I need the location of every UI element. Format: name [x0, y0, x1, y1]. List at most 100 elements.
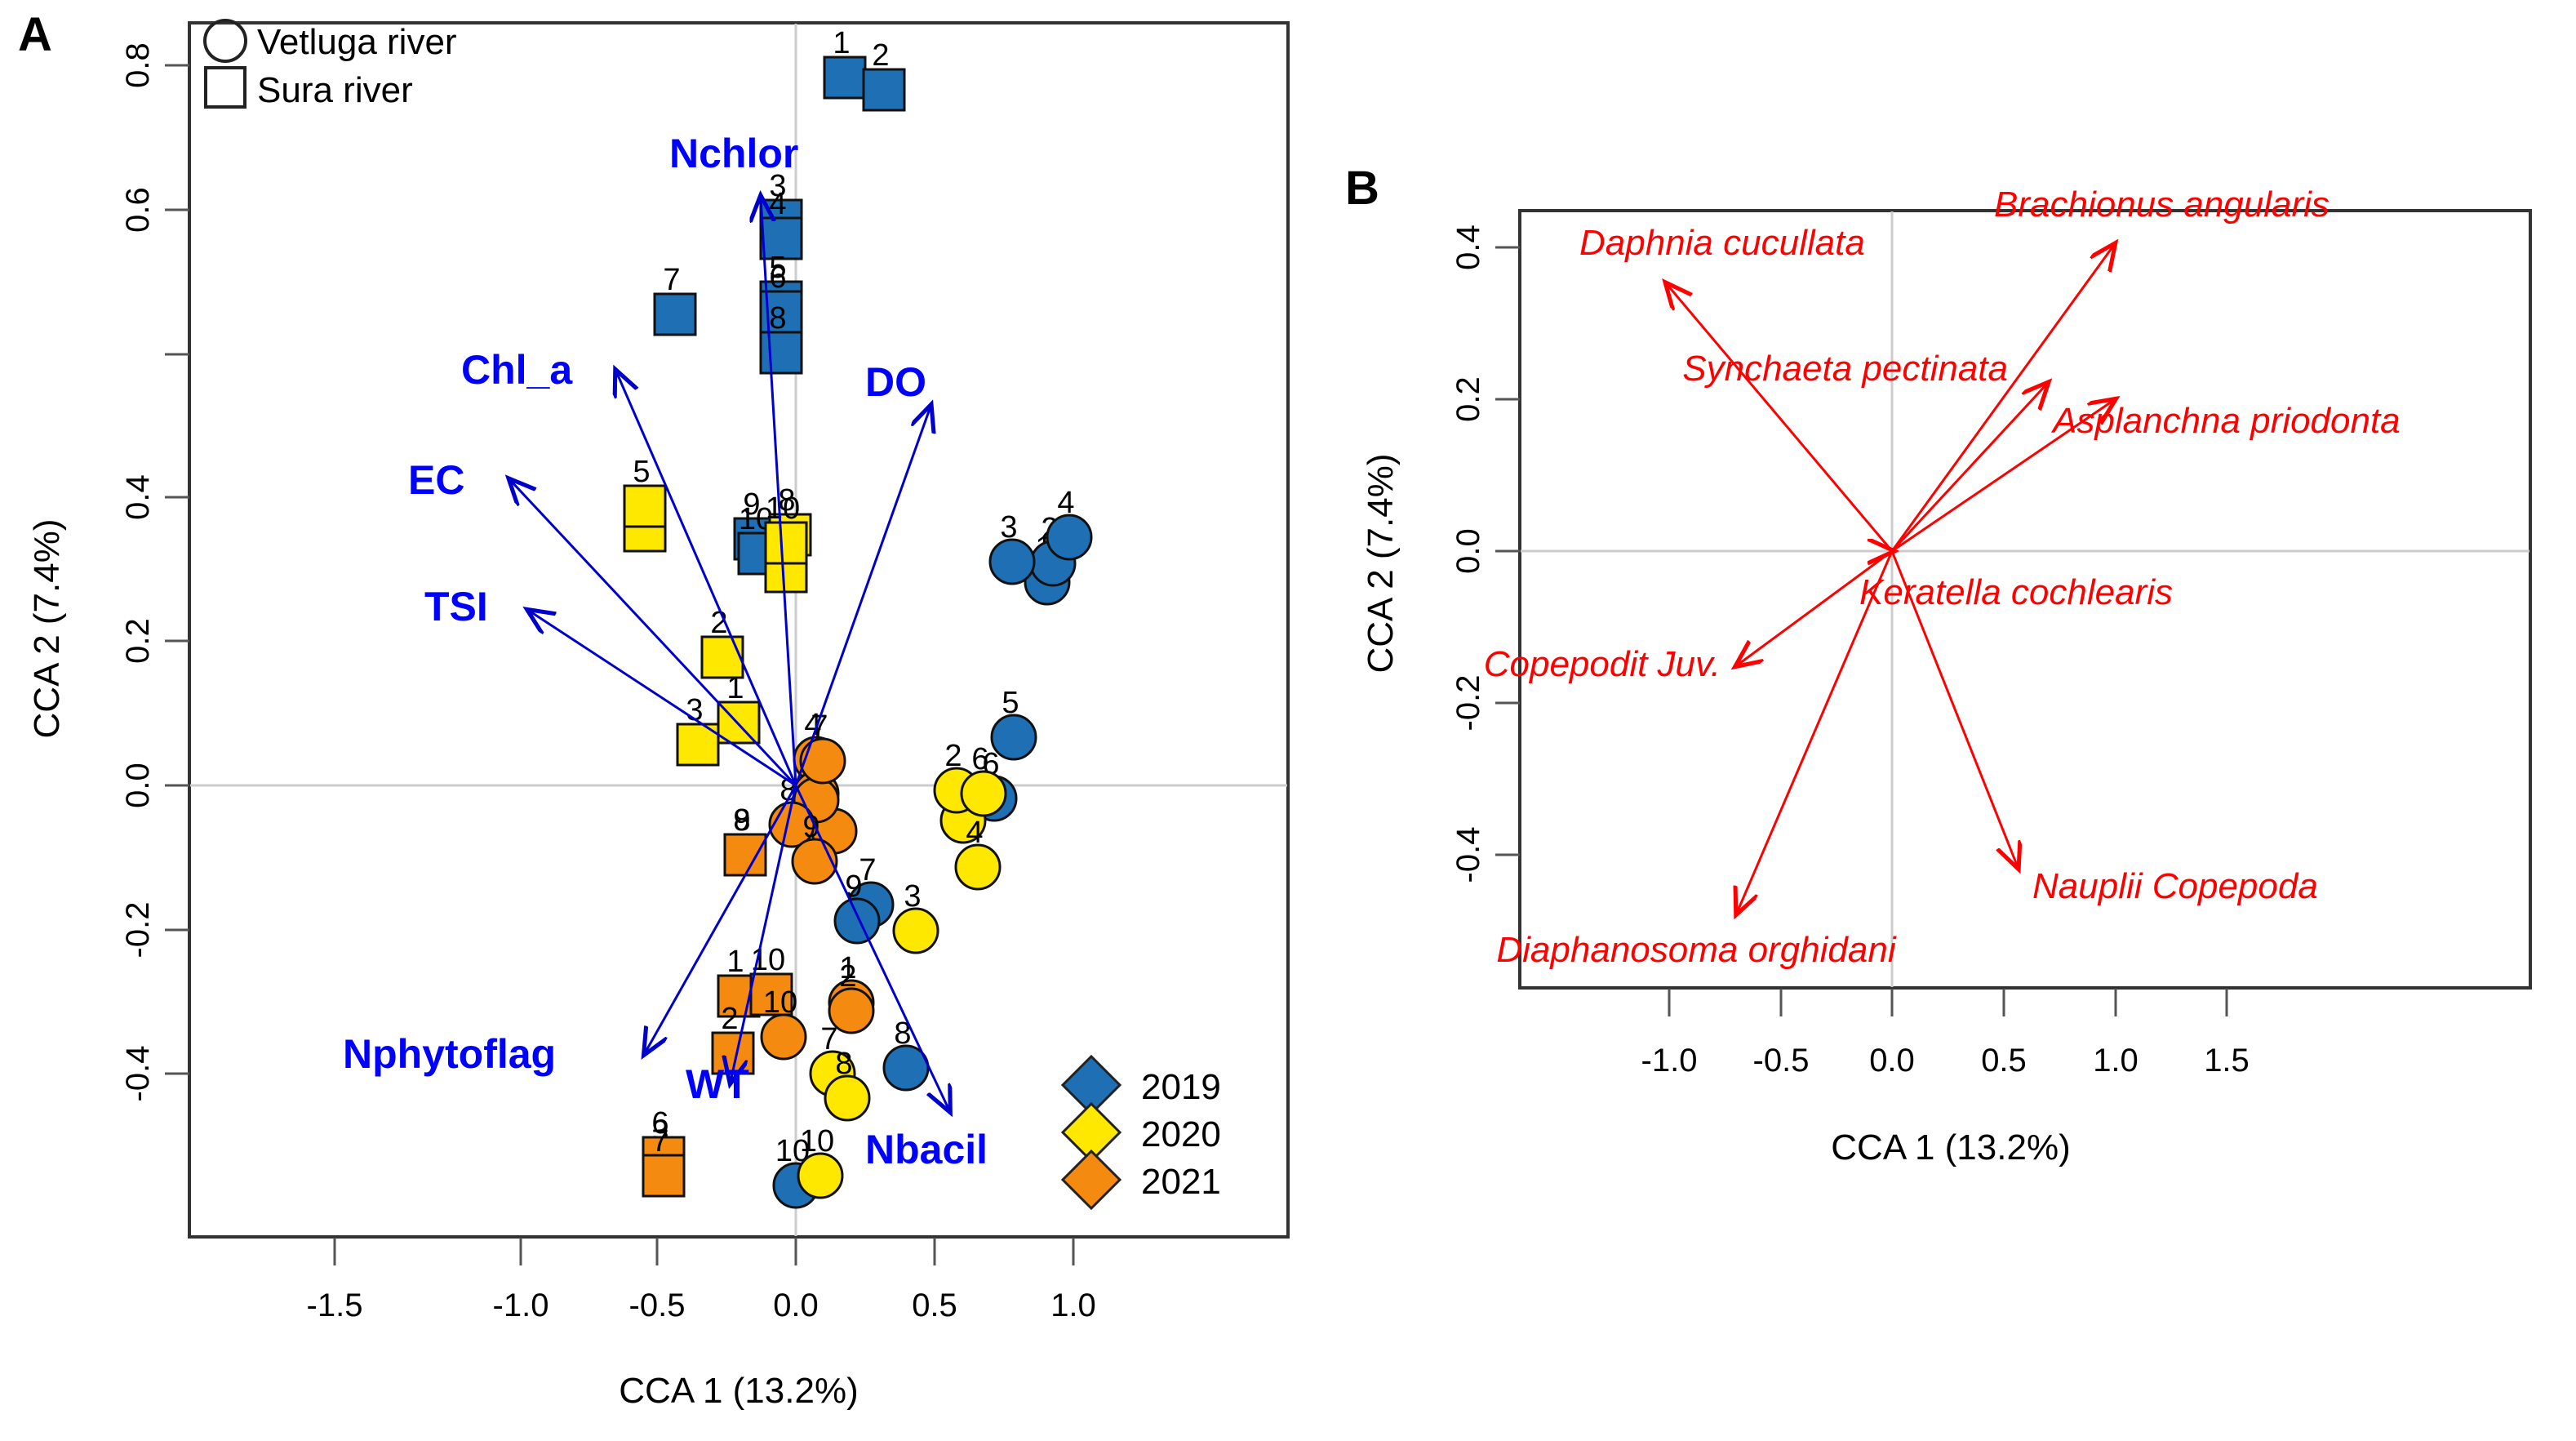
site-point: 2 — [700, 606, 744, 679]
site-number-label: 7 — [651, 1124, 668, 1159]
panel-a-plot-frame — [188, 21, 1290, 1239]
panel-a-year-legend: 2019 2020 2021 — [1060, 1054, 1221, 1211]
env-arrow-line — [510, 480, 797, 787]
site-number-label: 8 — [733, 803, 750, 838]
panel-a: A 0.8 0.6 0.4 0.2 0.0 -0.2 — [18, 8, 1290, 1411]
panel-a-xtick-1: -1.0 — [493, 1288, 549, 1323]
panel-b-xtick-0: -1.0 — [1641, 1043, 1698, 1079]
site-marker-circle — [828, 987, 875, 1034]
site-marker-circle — [797, 1152, 844, 1199]
panel-a-ytick-3: 0.2 — [120, 618, 156, 664]
site-point: 9 — [723, 803, 767, 877]
panel-a-ytick-5: -0.2 — [120, 902, 156, 958]
legend-diamond-2021 — [1060, 1149, 1122, 1211]
site-number-label: 10 — [763, 985, 797, 1020]
panel-a-letter: A — [18, 8, 52, 61]
panel-b-ytick-1: 0.2 — [1450, 376, 1486, 422]
site-number-label: 2 — [721, 1002, 738, 1036]
species-arrow: Keratella cochlearis — [1859, 572, 2173, 612]
env-arrow-line — [616, 371, 797, 786]
site-number-label: 6 — [971, 742, 988, 776]
site-point: 4 — [954, 816, 1002, 891]
site-marker-circle — [791, 838, 838, 885]
env-arrow-label: WT — [686, 1061, 749, 1107]
site-point: 10 — [797, 1124, 844, 1199]
legend-sura-label: Sura river — [257, 70, 413, 110]
env-arrow-label: EC — [408, 457, 464, 503]
site-point: 8 — [759, 301, 803, 375]
legend-square-icon — [204, 66, 246, 109]
species-arrow-line — [1890, 550, 2018, 867]
site-marker-square — [749, 972, 793, 1016]
site-number-label: 7 — [820, 1022, 837, 1056]
panel-b-xtick-2: 0.0 — [1869, 1043, 1915, 1079]
site-marker-circle — [990, 714, 1037, 761]
site-number-label: 3 — [686, 693, 703, 727]
env-arrow-label: DO — [865, 359, 926, 405]
env-arrow-label: Nbacil — [865, 1127, 988, 1172]
env-arrow-line — [645, 785, 797, 1053]
site-marker-square — [700, 635, 744, 679]
panel-a-xtick-4: 0.5 — [912, 1288, 957, 1323]
panel-b-x-axis: -1.0 -0.5 0.0 0.5 1.0 1.5 CCA 1 (13.2%) — [1641, 989, 2250, 1167]
site-marker-circle — [1046, 514, 1093, 561]
panel-b-species-arrows-layer: Daphnia cucullata Brachionus angularis Syn… — [1484, 185, 2401, 970]
env-arrow-line — [529, 611, 797, 787]
env-arrow: Nchlor — [669, 131, 798, 786]
panel-a-xtick-0: -1.5 — [307, 1288, 363, 1323]
panel-b-xtick-1: -0.5 — [1753, 1043, 1810, 1079]
panel-b-ytick-4: -0.4 — [1450, 827, 1486, 883]
site-number-label: 9 — [845, 869, 862, 904]
site-point: 4 — [759, 187, 803, 260]
site-number-label: 10 — [800, 1124, 834, 1159]
panel-b-y-axis: 0.4 0.2 0.0 -0.2 -0.4 CCA 2 (7.4%) — [1361, 225, 1520, 883]
env-arrow-line — [731, 785, 797, 1082]
panel-a-points-layer: 1234567891012345678910123458910123467810… — [623, 26, 1093, 1209]
species-arrow-line — [1737, 550, 1894, 913]
species-arrow-label: Nauplii Copepoda — [2032, 866, 2318, 906]
site-number-label: 5 — [633, 455, 650, 489]
site-number-label: 7 — [663, 263, 680, 297]
panel-a-ytick-2: 0.4 — [120, 474, 156, 520]
env-arrow: DO — [794, 359, 930, 786]
env-arrow: EC — [408, 457, 797, 787]
panel-b-y-axis-title: CCA 2 (7.4%) — [1361, 454, 1401, 674]
panel-a-xtick-3: 0.0 — [773, 1288, 819, 1323]
site-point: 3 — [988, 510, 1036, 585]
env-arrow-line — [794, 785, 949, 1110]
species-arrow-line — [1890, 384, 2047, 553]
species-arrow: Synchaeta pectinata — [1682, 349, 2047, 553]
panel-a-y-axis: 0.8 0.6 0.4 0.2 0.0 -0.2 -0.4 CCA 2 (7.4… — [27, 42, 189, 1101]
env-arrow: Chl_a — [461, 347, 797, 786]
site-marker-square — [759, 331, 803, 375]
site-marker-square — [764, 521, 808, 565]
site-number-label: 2 — [839, 959, 856, 994]
env-arrow-label: Nchlor — [669, 131, 798, 176]
site-marker-square — [723, 833, 767, 877]
species-arrow-label: Copepodit Juv. — [1484, 644, 1721, 684]
site-number-label: 9 — [802, 810, 819, 844]
panel-a-shape-legend: Vetluga river Sura river — [203, 19, 457, 110]
site-point: 8 — [824, 1047, 871, 1122]
species-arrow-line — [1737, 549, 1893, 665]
species-arrow-line — [1667, 284, 1894, 552]
panel-b-letter: B — [1345, 162, 1379, 215]
site-number-label: 8 — [835, 1047, 852, 1081]
site-number-label: 5 — [769, 251, 786, 285]
site-number-label: 5 — [1002, 686, 1019, 720]
species-arrow-label: Brachionus angularis — [1994, 185, 2330, 225]
species-arrow-label: Daphnia cucullata — [1579, 223, 1865, 263]
env-arrow-label: TSI — [424, 584, 488, 629]
site-marker-square — [642, 1154, 686, 1198]
site-number-label: 3 — [1000, 510, 1017, 545]
panel-a-x-axis-title: CCA 1 (13.2%) — [619, 1371, 858, 1411]
site-number-label: 2 — [872, 38, 889, 73]
site-point: 5 — [990, 686, 1037, 761]
site-number-label: 9 — [743, 487, 760, 522]
env-arrow: WT — [686, 785, 797, 1107]
site-point: 5 — [623, 455, 667, 528]
panel-b-ytick-3: -0.2 — [1450, 675, 1486, 732]
env-arrow-label: Nphytoflag — [343, 1031, 556, 1077]
site-marker-square — [653, 292, 697, 336]
site-point: 3 — [892, 879, 939, 954]
